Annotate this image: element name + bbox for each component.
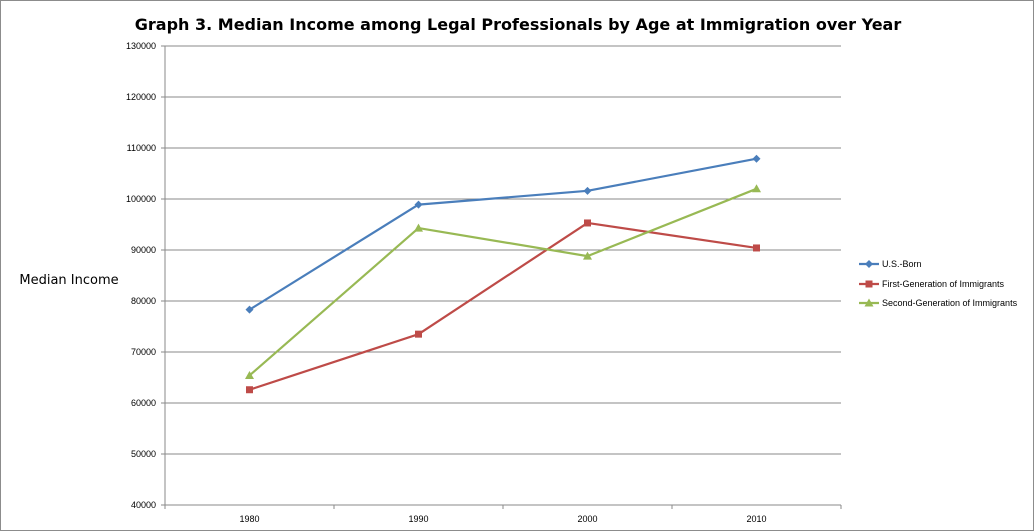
data-point (583, 251, 592, 260)
legend-item: Second-Generation of Immigrants (859, 298, 1018, 308)
y-tick-label: 40000 (131, 500, 156, 510)
y-tick-labels: 40000 50000 60000 70000 80000 90000 100000 1100… (126, 41, 156, 510)
data-point (245, 305, 254, 314)
legend-item: First-Generation of Immigrants (859, 279, 1005, 289)
y-tick-label: 50000 (131, 449, 156, 459)
y-tick-label: 100000 (126, 194, 156, 204)
data-point (414, 223, 423, 232)
series-line (248, 187, 757, 377)
series-3 (245, 184, 761, 379)
data-point (753, 244, 760, 252)
x-tick-label: 2010 (746, 514, 766, 524)
legend-label: U.S.-Born (882, 259, 922, 269)
legend-label: Second-Generation of Immigrants (882, 298, 1018, 308)
data-point (583, 186, 592, 195)
y-tick-label: 80000 (131, 296, 156, 306)
x-tick-label: 1980 (239, 514, 259, 524)
gridlines (165, 45, 841, 455)
data-point (584, 219, 591, 227)
legend-label: First-Generation of Immigrants (882, 279, 1005, 289)
data-point (752, 154, 761, 163)
y-tick-label: 60000 (131, 398, 156, 408)
series-group (245, 154, 761, 394)
axes (161, 45, 842, 509)
legend-marker (864, 298, 874, 307)
data-point (415, 330, 422, 338)
y-tick-label: 70000 (131, 347, 156, 357)
series-1 (245, 154, 761, 314)
data-point (752, 184, 761, 193)
data-point (414, 200, 423, 209)
series-line (249, 221, 757, 391)
legend-marker (865, 280, 873, 288)
series-line (248, 157, 757, 311)
y-tick-label: 110000 (127, 143, 156, 153)
legend: U.S.-Born First-Generation of Immigrants S… (859, 259, 1018, 308)
x-tick-labels: 1980 1990 2000 2010 (239, 514, 766, 524)
legend-marker (865, 260, 873, 268)
y-axis-label: Median Income (19, 273, 118, 288)
y-tick-label: 130000 (126, 41, 156, 51)
y-tick-label: 90000 (131, 245, 156, 255)
y-tick-label: 120000 (126, 92, 156, 102)
series-2 (246, 219, 760, 394)
chart-title: Graph 3. Median Income among Legal Profe… (135, 15, 902, 34)
data-point (245, 370, 254, 379)
x-tick-label: 2000 (577, 514, 597, 524)
x-tick-label: 1990 (408, 514, 428, 524)
legend-item: U.S.-Born (859, 259, 922, 269)
data-point (246, 386, 253, 394)
